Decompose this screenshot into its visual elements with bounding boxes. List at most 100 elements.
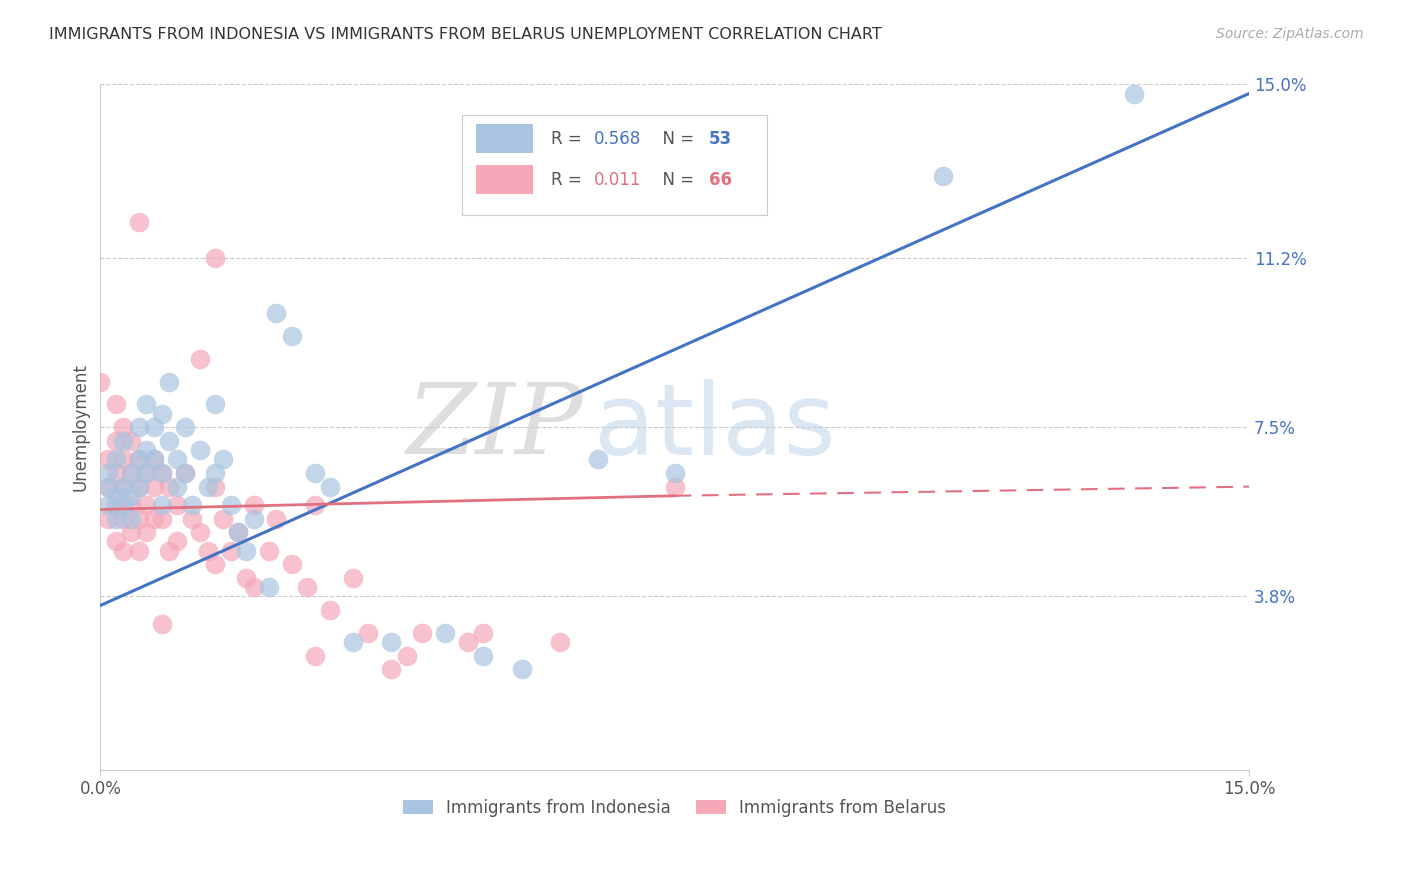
Point <box>104 534 127 549</box>
Point <box>142 480 165 494</box>
Point <box>235 543 257 558</box>
Point <box>104 434 127 448</box>
Point <box>212 511 235 525</box>
Point <box>97 466 120 480</box>
Point <box>166 480 188 494</box>
Point <box>128 214 150 228</box>
Point <box>188 443 211 458</box>
Point <box>181 511 204 525</box>
Point <box>204 480 226 494</box>
Text: 66: 66 <box>709 170 733 189</box>
Point <box>157 434 180 448</box>
Point <box>135 498 157 512</box>
Point <box>135 443 157 458</box>
Text: N =: N = <box>652 170 699 189</box>
Point <box>411 626 433 640</box>
Point <box>295 580 318 594</box>
Point <box>281 558 304 572</box>
Point <box>242 498 264 512</box>
Point <box>128 420 150 434</box>
Point <box>197 543 219 558</box>
Legend: Immigrants from Indonesia, Immigrants from Belarus: Immigrants from Indonesia, Immigrants fr… <box>396 792 953 823</box>
Point <box>97 511 120 525</box>
Point <box>380 663 402 677</box>
Point <box>120 466 142 480</box>
Point <box>112 543 135 558</box>
Point <box>173 466 195 480</box>
Point <box>104 397 127 411</box>
Point <box>472 626 495 640</box>
Point <box>128 452 150 467</box>
FancyBboxPatch shape <box>477 124 533 153</box>
Point <box>181 498 204 512</box>
Point <box>931 169 953 183</box>
Point <box>97 480 120 494</box>
Point <box>204 397 226 411</box>
Point <box>104 511 127 525</box>
Point <box>157 375 180 389</box>
Text: Source: ZipAtlas.com: Source: ZipAtlas.com <box>1216 27 1364 41</box>
Point <box>120 434 142 448</box>
Point <box>128 480 150 494</box>
Point <box>357 626 380 640</box>
Point <box>457 635 479 649</box>
Point <box>150 466 173 480</box>
Point <box>166 452 188 467</box>
Point <box>395 648 418 663</box>
Point <box>304 648 326 663</box>
Point <box>664 466 686 480</box>
Point <box>142 452 165 467</box>
Point <box>112 420 135 434</box>
Point <box>97 452 120 467</box>
Point <box>266 306 288 320</box>
Point <box>226 525 249 540</box>
Text: atlas: atlas <box>595 379 837 475</box>
Point <box>150 407 173 421</box>
Point <box>204 558 226 572</box>
Point <box>120 498 142 512</box>
Point <box>548 635 571 649</box>
Point <box>135 525 157 540</box>
Point <box>219 498 242 512</box>
Point <box>242 580 264 594</box>
Point <box>128 452 150 467</box>
Point <box>150 511 173 525</box>
Point <box>112 452 135 467</box>
Point <box>173 466 195 480</box>
Point <box>104 489 127 503</box>
Point <box>472 648 495 663</box>
Point <box>235 571 257 585</box>
Point <box>120 511 142 525</box>
Text: 0.011: 0.011 <box>595 170 641 189</box>
Point <box>219 543 242 558</box>
Point <box>112 498 135 512</box>
Point <box>157 543 180 558</box>
Point <box>112 511 135 525</box>
Point <box>204 251 226 265</box>
Point <box>212 452 235 467</box>
Point <box>342 571 364 585</box>
Point <box>112 434 135 448</box>
Point <box>135 466 157 480</box>
Point <box>226 525 249 540</box>
Point <box>242 511 264 525</box>
Point <box>166 534 188 549</box>
Point <box>304 498 326 512</box>
Point <box>120 489 142 503</box>
Point <box>380 635 402 649</box>
Point <box>150 616 173 631</box>
Point <box>266 511 288 525</box>
Point <box>204 466 226 480</box>
Point <box>257 580 280 594</box>
Point <box>157 480 180 494</box>
Y-axis label: Unemployment: Unemployment <box>72 363 89 491</box>
Point <box>319 603 342 617</box>
FancyBboxPatch shape <box>463 115 766 215</box>
Text: R =: R = <box>551 129 586 147</box>
Point <box>97 480 120 494</box>
Point <box>97 498 120 512</box>
Point <box>142 452 165 467</box>
Point <box>128 480 150 494</box>
Point <box>173 420 195 434</box>
Point <box>104 498 127 512</box>
